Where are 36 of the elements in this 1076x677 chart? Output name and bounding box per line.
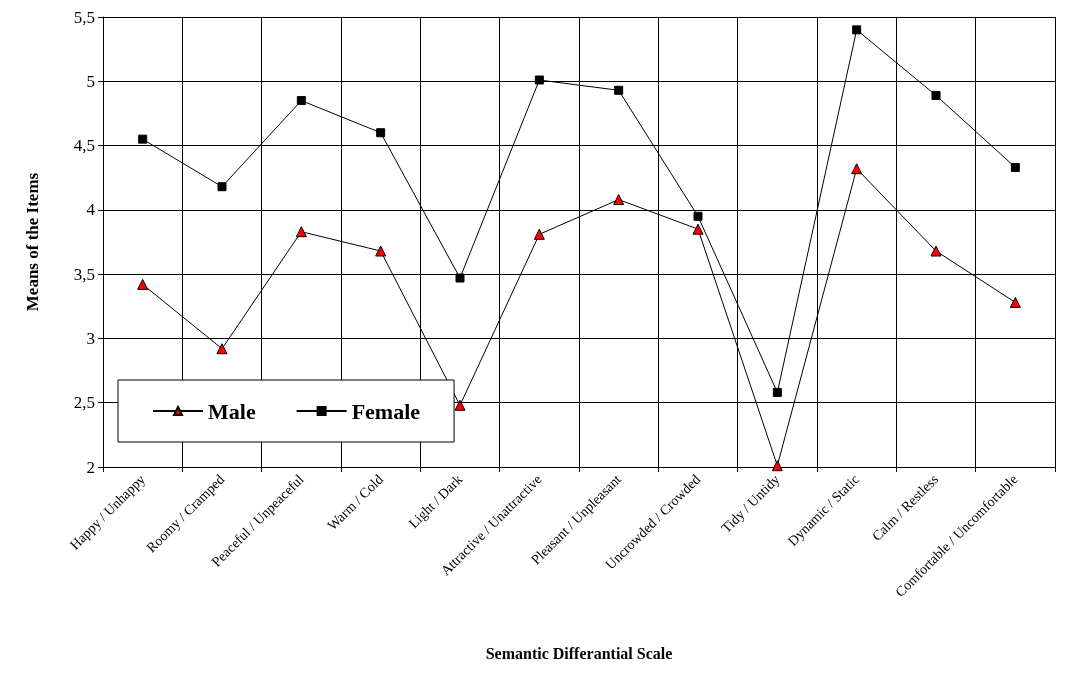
point [851, 163, 863, 175]
point [216, 343, 228, 355]
point [613, 194, 625, 206]
point [930, 245, 942, 257]
point [534, 75, 544, 85]
legend-label: Female [351, 398, 421, 424]
x-axis-title: Semantic Differantial Scale [485, 644, 673, 662]
point [533, 228, 545, 240]
point [692, 223, 704, 235]
point [375, 245, 387, 257]
y-tick-label: 4,5 [73, 136, 95, 156]
y-axis-title: Means of the Items [23, 172, 42, 312]
point [138, 134, 148, 144]
point [852, 25, 862, 35]
legend-label: Male [208, 398, 256, 424]
point [772, 387, 782, 397]
point [217, 182, 227, 192]
y-tick-label: 2 [86, 457, 95, 477]
point [693, 211, 703, 221]
y-tick-label: 2,5 [73, 393, 95, 413]
point [771, 460, 783, 472]
point [1009, 296, 1021, 308]
y-tick-label: 5 [86, 71, 95, 91]
point [376, 128, 386, 138]
point [455, 273, 465, 283]
y-tick-label: 5,5 [73, 7, 95, 27]
y-tick-label: 3,5 [73, 264, 95, 284]
point [1010, 162, 1020, 172]
y-tick-label: 4 [86, 200, 96, 220]
point [931, 90, 941, 100]
y-tick-label: 3 [86, 328, 95, 348]
point [454, 399, 466, 411]
point [295, 226, 307, 238]
point [296, 96, 306, 106]
point [614, 85, 624, 95]
point [137, 278, 149, 290]
